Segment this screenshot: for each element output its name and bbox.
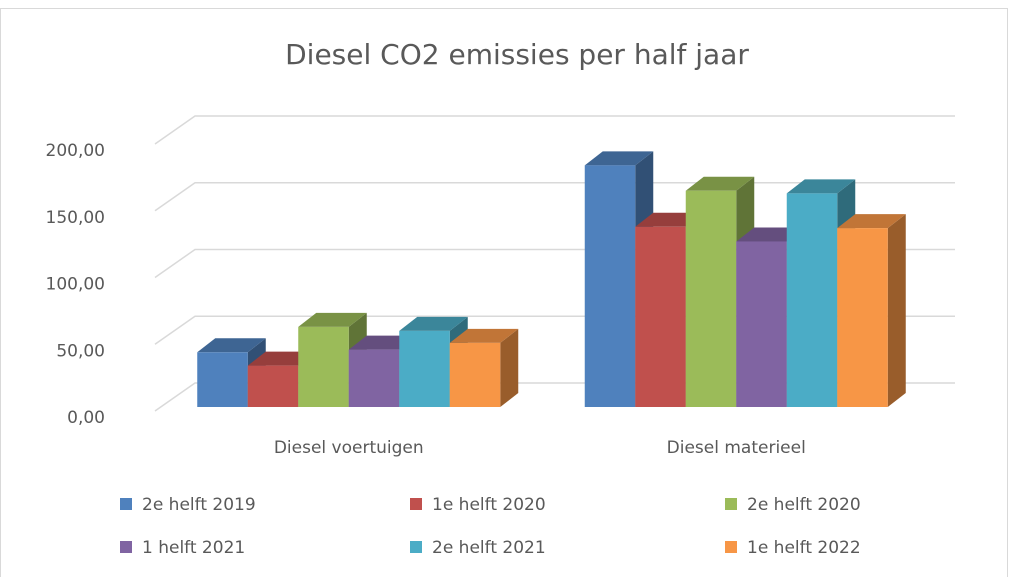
bar-top: [197, 338, 266, 353]
legend-label: 2e helft 2019: [142, 495, 256, 515]
legend-swatch: [120, 498, 132, 510]
x-tick-label: Diesel voertuigen: [274, 438, 424, 458]
bar-front: [635, 226, 686, 407]
bar: [837, 214, 906, 407]
x-tick-label: Diesel materieel: [667, 438, 806, 458]
bar-top: [399, 316, 468, 331]
y-tick-label: 0,00: [67, 408, 105, 428]
bar-top: [584, 151, 654, 166]
bar-front: [247, 365, 299, 407]
bar-front: [348, 349, 400, 407]
legend-swatch: [120, 541, 132, 553]
legend-label: 2e helft 2020: [747, 495, 861, 515]
bar-front: [837, 228, 888, 407]
y-tick-label: 150,00: [46, 208, 105, 228]
bar-front: [786, 193, 838, 407]
legend-swatch: [410, 541, 422, 553]
bar-top: [449, 328, 519, 343]
bar-side: [500, 328, 519, 407]
bar-top: [685, 176, 755, 191]
legend-label: 1 helft 2021: [142, 538, 245, 558]
bar-front: [399, 330, 450, 407]
legend-label: 1e helft 2020: [432, 495, 546, 515]
legend-label: 1e helft 2022: [747, 538, 861, 558]
bar-front: [197, 352, 248, 407]
bar-front: [685, 190, 737, 407]
bar-front: [449, 342, 501, 407]
y-tick-label: 100,00: [46, 275, 105, 295]
legend-label: 2e helft 2021: [432, 538, 546, 558]
legend-swatch: [725, 498, 737, 510]
bar-side: [887, 214, 906, 407]
legend-swatch: [410, 498, 422, 510]
bar-top: [837, 214, 906, 229]
bar-front: [584, 165, 636, 407]
bar: [449, 328, 519, 407]
bar-top: [786, 179, 856, 194]
legend-swatch: [725, 541, 737, 553]
bar-top: [298, 312, 367, 327]
bar-front: [298, 326, 349, 407]
grid-line: [154, 115, 955, 145]
y-tick-label: 200,00: [46, 141, 105, 161]
bar-front: [736, 241, 787, 407]
chart-title: Diesel CO2 emissies per half jaar: [285, 38, 749, 71]
y-tick-label: 50,00: [56, 341, 105, 361]
